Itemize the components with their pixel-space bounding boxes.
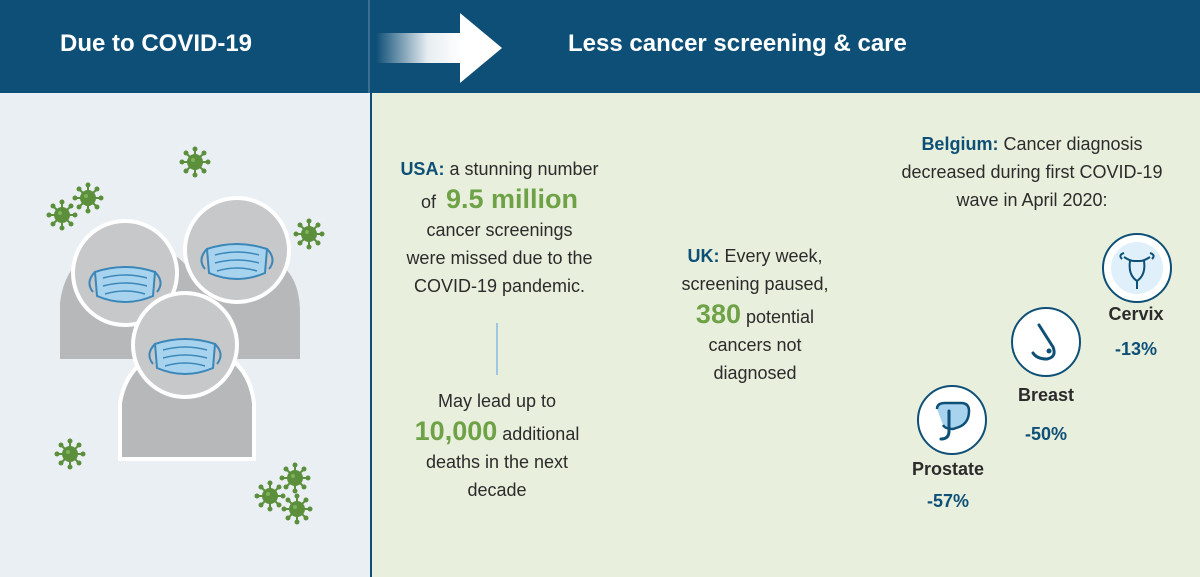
virus-icon <box>53 437 87 471</box>
uk-highlight: 380 <box>695 299 741 329</box>
face-mask-icon <box>88 266 162 303</box>
header-bar: Due to COVID-19 Less cancer screening & … <box>0 0 1200 93</box>
organ-pct-prostate: -57% <box>926 491 970 511</box>
belgium-label: Belgium: <box>921 134 999 154</box>
virus-icon <box>45 198 79 232</box>
virus-icon <box>280 492 314 526</box>
virus-icon <box>71 181 105 215</box>
usa-label: USA: <box>400 159 445 179</box>
deaths-stat-block: May lead up to 10,000 additional deaths … <box>414 391 580 500</box>
organ-name-cervix: Cervix <box>1108 304 1164 324</box>
uk-label: UK: <box>687 246 720 266</box>
organ-name-prostate: Prostate <box>911 459 985 479</box>
face-mask-icon <box>148 338 222 375</box>
deaths-highlight: 10,000 <box>414 416 498 446</box>
masked-people-illustration <box>45 145 326 526</box>
uterus-icon <box>1102 233 1172 303</box>
header-left-title: Due to COVID-19 <box>60 30 253 57</box>
breast-icon <box>1011 307 1081 377</box>
prostate-icon <box>917 385 987 455</box>
right-arrow-icon <box>376 13 502 83</box>
belgium-stat-block: Belgium: Cancer diagnosis decreased duri… <box>901 134 1163 210</box>
header-right-title: Less cancer screening & care <box>568 30 907 57</box>
face-mask-icon <box>200 243 274 280</box>
usa-highlight: 9.5 million <box>445 184 579 214</box>
organ-pct-breast: -50% <box>1024 424 1068 444</box>
covid-illustration-panel <box>0 93 370 577</box>
divider-line <box>496 323 498 375</box>
virus-icon <box>253 479 287 513</box>
virus-icon <box>278 461 312 495</box>
usa-stat-block: USA: a stunning number of 9.5 million ca… <box>400 159 599 296</box>
uk-stat-block: UK: Every week, screening paused, 380 po… <box>681 246 829 383</box>
header-divider <box>368 0 370 93</box>
virus-icon <box>292 217 326 251</box>
organ-pct-cervix: -13% <box>1114 339 1158 359</box>
virus-icon <box>178 145 212 179</box>
organ-name-breast: Breast <box>1017 385 1075 405</box>
